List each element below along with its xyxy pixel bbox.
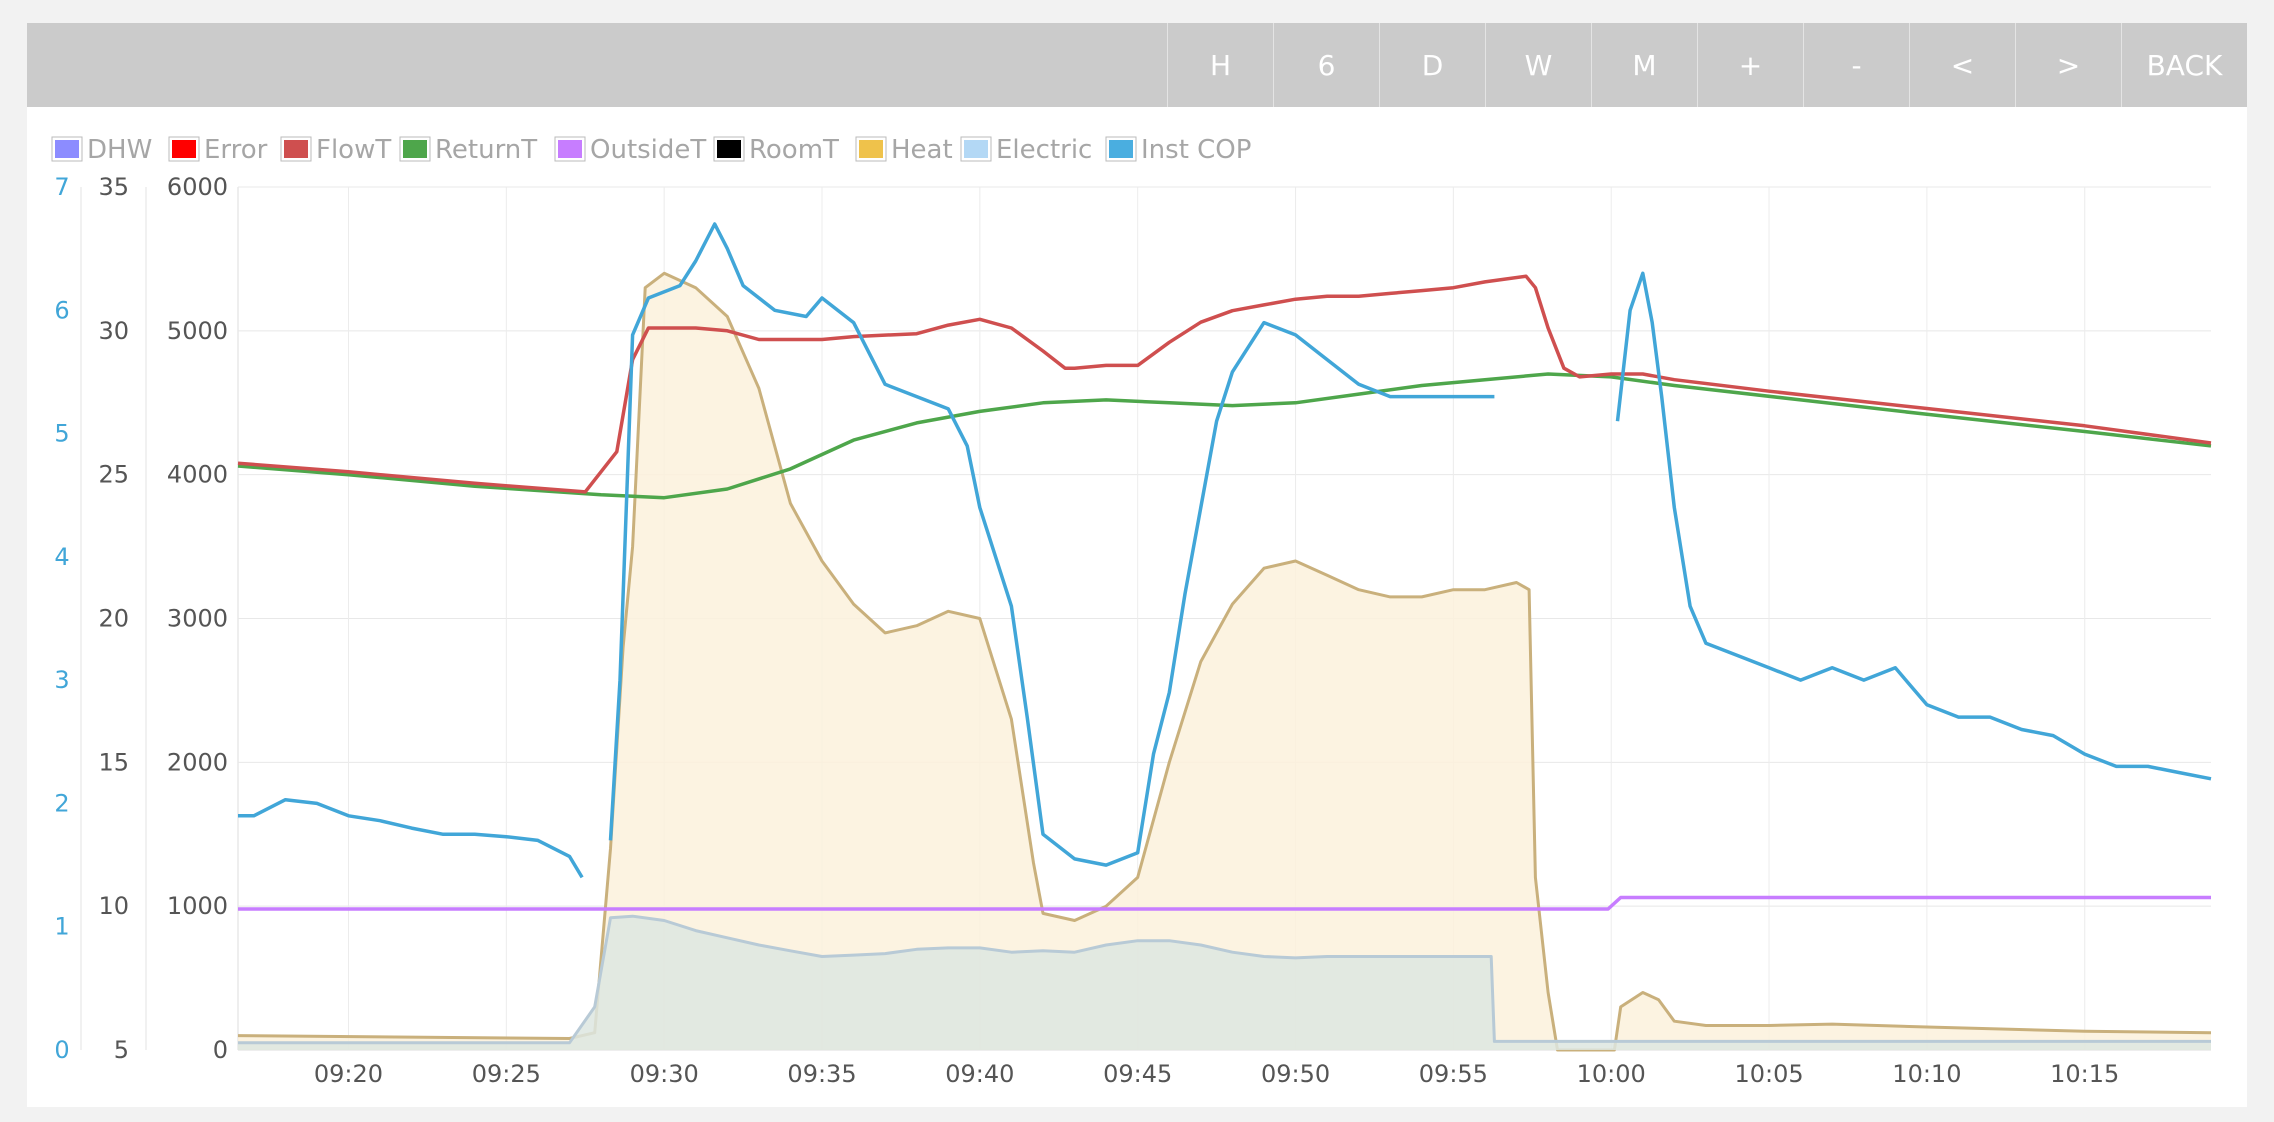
legend-label: Electric [996, 135, 1092, 165]
x-tick-label: 10:15 [2050, 1060, 2119, 1088]
temperature-tick-label: 20 [98, 605, 129, 633]
x-tick-label: 10:05 [1734, 1060, 1803, 1088]
legend-swatch [558, 140, 582, 158]
x-tick-label: 09:35 [787, 1060, 856, 1088]
cop-tick-label: 0 [54, 1036, 69, 1064]
electric-area [238, 916, 2211, 1050]
cop-tick-label: 2 [54, 789, 69, 817]
legend-item-error[interactable]: Error [168, 135, 268, 165]
next-button[interactable]: > [2015, 23, 2121, 107]
prev-button[interactable]: < [1909, 23, 2015, 107]
cop-tick-label: 1 [54, 913, 69, 941]
x-tick-label: 09:55 [1419, 1060, 1488, 1088]
legend-item-electric[interactable]: Electric [960, 135, 1092, 165]
inst-cop-line-segment-2 [608, 222, 1495, 867]
legend-item-dhw[interactable]: DHW [51, 135, 152, 165]
heat-line [237, 271, 2212, 1052]
legend-label: DHW [87, 135, 152, 165]
day-button[interactable]: D [1379, 23, 1485, 107]
legend-label: OutsideT [590, 135, 706, 165]
hour-button[interactable]: H [1167, 23, 1273, 107]
power-tick-label: 3000 [167, 605, 228, 633]
temperature-tick-label: 5 [114, 1036, 129, 1064]
power-temperature-chart: DHW Error FlowT ReturnT OutsideT RoomT Heat Ele… [51, 135, 2212, 1088]
x-tick-label: 10:00 [1577, 1060, 1646, 1088]
x-tick-label: 09:20 [314, 1060, 383, 1088]
heat-area [238, 273, 2211, 1050]
legend-item-outsidet[interactable]: OutsideT [554, 135, 706, 165]
flowt-line [237, 274, 2212, 494]
legend-swatch [55, 140, 79, 158]
legend-swatch [403, 140, 427, 158]
legend-label: ReturnT [435, 135, 537, 165]
power-tick-label: 4000 [167, 461, 228, 489]
legend-item-heat[interactable]: Heat [855, 135, 953, 165]
power-tick-label: 2000 [167, 748, 228, 776]
power-tick-label: 5000 [167, 317, 228, 345]
month-button[interactable]: M [1591, 23, 1697, 107]
power-tick-label: 0 [213, 1036, 228, 1064]
cop-tick-label: 7 [54, 173, 69, 201]
x-tick-label: 10:10 [1892, 1060, 1961, 1088]
back-button[interactable]: BACK [2121, 23, 2247, 107]
power-tick-label: 1000 [167, 892, 228, 920]
legend-swatch [964, 140, 988, 158]
legend-item-flowt[interactable]: FlowT [280, 135, 391, 165]
legend-label: Heat [891, 135, 953, 165]
legend-label: Error [204, 135, 268, 165]
legend-item-returnt[interactable]: ReturnT [399, 135, 537, 165]
legend-swatch [1109, 140, 1133, 158]
zoom-in-button[interactable]: + [1697, 23, 1803, 107]
x-tick-label: 09:50 [1261, 1060, 1330, 1088]
temperature-tick-label: 35 [98, 173, 129, 201]
temperature-tick-label: 30 [98, 317, 129, 345]
legend-item-inst-cop[interactable]: Inst COP [1105, 135, 1251, 165]
temperature-tick-label: 25 [98, 461, 129, 489]
cop-tick-label: 4 [54, 543, 69, 571]
cop-tick-label: 3 [54, 666, 69, 694]
legend-item-roomt[interactable]: RoomT [713, 135, 839, 165]
cop-tick-label: 5 [54, 420, 69, 448]
x-tick-label: 09:25 [472, 1060, 541, 1088]
legend-label: Inst COP [1141, 135, 1251, 165]
inst-cop-line-segment-3 [1615, 271, 2212, 781]
six-hour-button[interactable]: 6 [1273, 23, 1379, 107]
x-tick-label: 09:30 [630, 1060, 699, 1088]
cop-tick-label: 6 [54, 296, 69, 324]
x-tick-label: 09:45 [1103, 1060, 1172, 1088]
legend-swatch [859, 140, 883, 158]
legend-label: RoomT [749, 135, 839, 165]
electric-line [238, 914, 2211, 1045]
temperature-tick-label: 15 [98, 748, 129, 776]
outsidet-line [238, 895, 2211, 911]
inst-cop-line-segment-1 [238, 797, 584, 879]
legend-swatch [717, 140, 741, 158]
toolbar: H 6 D W M + - < > BACK [27, 23, 2247, 107]
power-tick-label: 6000 [167, 173, 228, 201]
zoom-out-button[interactable]: - [1803, 23, 1909, 107]
x-tick-label: 09:40 [945, 1060, 1014, 1088]
returnt-line [237, 372, 2212, 500]
week-button[interactable]: W [1485, 23, 1591, 107]
legend-label: FlowT [316, 135, 391, 165]
temperature-tick-label: 10 [98, 892, 129, 920]
legend-swatch [284, 140, 308, 158]
chart-panel: DHW Error FlowT ReturnT OutsideT RoomT Heat Ele… [27, 107, 2247, 1107]
legend-swatch [172, 140, 196, 158]
